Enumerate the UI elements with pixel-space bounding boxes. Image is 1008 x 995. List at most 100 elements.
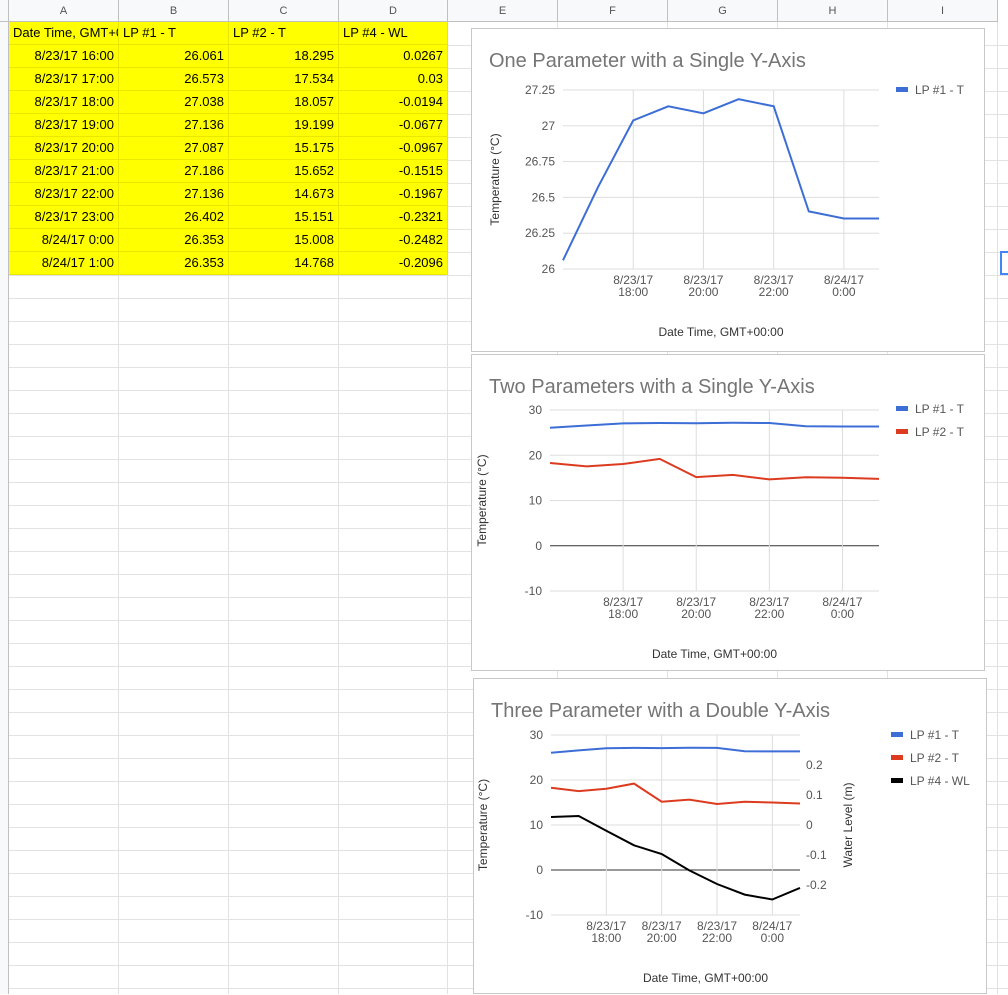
x-tick-label: 18:00 bbox=[608, 607, 638, 621]
table-cell[interactable]: 15.175 bbox=[229, 137, 339, 160]
table-cell[interactable]: -0.0194 bbox=[339, 91, 448, 114]
table-cell[interactable]: -0.1967 bbox=[339, 183, 448, 206]
y-tick-label: 10 bbox=[530, 818, 544, 832]
x-tick-label: 8/24/17 bbox=[824, 273, 864, 287]
table-cell[interactable]: -0.2321 bbox=[339, 206, 448, 229]
table-cell[interactable]: 26.061 bbox=[119, 45, 229, 68]
column-header-D[interactable]: D bbox=[339, 0, 448, 22]
series-line-1[interactable] bbox=[549, 421, 879, 429]
header-cell[interactable]: LP #4 - WL bbox=[339, 22, 448, 45]
column-header-F[interactable]: F bbox=[558, 0, 668, 22]
column-header-A[interactable]: A bbox=[9, 0, 119, 22]
series-line-2[interactable] bbox=[549, 457, 880, 481]
table-cell[interactable]: 26.353 bbox=[119, 252, 229, 275]
y-axis-label: Temperature (°C) bbox=[475, 454, 489, 546]
series-line-2[interactable] bbox=[550, 782, 801, 806]
chart-title: Two Parameters with a Single Y-Axis bbox=[489, 376, 815, 398]
x-tick-label: 8/24/17 bbox=[822, 595, 862, 609]
table-cell[interactable]: 27.136 bbox=[119, 183, 229, 206]
x-tick-label: 18:00 bbox=[618, 285, 648, 299]
x-tick-label: 8/24/17 bbox=[752, 919, 792, 933]
x-tick-label: 20:00 bbox=[681, 607, 711, 621]
table-cell[interactable]: 18.295 bbox=[229, 45, 339, 68]
table-cell[interactable]: 8/23/17 17:00 bbox=[9, 68, 119, 91]
row-headers[interactable] bbox=[0, 22, 9, 994]
legend-label[interactable]: LP #1 - T bbox=[915, 402, 965, 416]
series-line-1[interactable] bbox=[550, 746, 800, 754]
table-cell[interactable]: 0.0267 bbox=[339, 45, 448, 68]
chart-svg: Two Parameters with a Single Y-Axis -10 0 1… bbox=[475, 376, 965, 661]
column-header-H[interactable]: H bbox=[778, 0, 888, 22]
table-cell[interactable]: 27.038 bbox=[119, 91, 229, 114]
legend-swatch bbox=[891, 755, 903, 760]
table-cell[interactable]: 15.652 bbox=[229, 160, 339, 183]
corner-header[interactable] bbox=[0, 0, 9, 22]
y-tick-label: 0 bbox=[536, 863, 543, 877]
chart-1[interactable]: One Parameter with a Single Y-Axis 26 26.2… bbox=[471, 28, 985, 352]
table-cell[interactable]: 15.151 bbox=[229, 206, 339, 229]
table-cell[interactable]: 8/23/17 19:00 bbox=[9, 114, 119, 137]
column-header-B[interactable]: B bbox=[119, 0, 229, 22]
table-cell[interactable]: 26.353 bbox=[119, 229, 229, 252]
table-cell[interactable]: 19.199 bbox=[229, 114, 339, 137]
y-right-tick-label: 0 bbox=[806, 818, 813, 832]
table-cell[interactable]: 8/23/17 18:00 bbox=[9, 91, 119, 114]
y-tick-label: 26.5 bbox=[532, 190, 556, 204]
series-line-1[interactable] bbox=[562, 98, 879, 261]
table-cell[interactable]: 14.768 bbox=[229, 252, 339, 275]
table-cell[interactable]: 8/23/17 16:00 bbox=[9, 45, 119, 68]
table-cell[interactable]: 15.008 bbox=[229, 229, 339, 252]
y-tick-label: 27.25 bbox=[525, 83, 555, 97]
legend-label[interactable]: LP #1 - T bbox=[910, 728, 960, 742]
header-cell[interactable]: LP #2 - T bbox=[229, 22, 339, 45]
x-tick-label: 20:00 bbox=[688, 285, 718, 299]
legend-label[interactable]: LP #2 - T bbox=[915, 425, 965, 439]
column-header-C[interactable]: C bbox=[229, 0, 339, 22]
table-cell[interactable]: 26.573 bbox=[119, 68, 229, 91]
y-right-tick-label: -0.2 bbox=[806, 878, 827, 892]
x-tick-label: 0:00 bbox=[761, 931, 785, 945]
legend-label[interactable]: LP #4 - WL bbox=[910, 774, 970, 788]
column-header-E[interactable]: E bbox=[448, 0, 558, 22]
table-cell[interactable]: 26.402 bbox=[119, 206, 229, 229]
column-header-G[interactable]: G bbox=[668, 0, 778, 22]
chart-2[interactable]: Two Parameters with a Single Y-Axis -10 0 1… bbox=[471, 354, 985, 671]
header-cell[interactable]: LP #1 - T bbox=[119, 22, 229, 45]
table-cell[interactable]: -0.1515 bbox=[339, 160, 448, 183]
series-line-3[interactable] bbox=[550, 814, 801, 901]
table-cell[interactable]: 8/23/17 23:00 bbox=[9, 206, 119, 229]
legend-label[interactable]: LP #2 - T bbox=[910, 751, 960, 765]
y-tick-label: 26.75 bbox=[525, 155, 555, 169]
table-cell[interactable]: 8/24/17 0:00 bbox=[9, 229, 119, 252]
y-tick-label: -10 bbox=[525, 584, 543, 598]
x-tick-label: 20:00 bbox=[647, 931, 677, 945]
table-cell[interactable]: 8/24/17 1:00 bbox=[9, 252, 119, 275]
table-cell[interactable]: 17.534 bbox=[229, 68, 339, 91]
y-tick-label: 0 bbox=[535, 539, 542, 553]
y-tick-label: 20 bbox=[529, 448, 543, 462]
chart-3[interactable]: Three Parameter with a Double Y-Axis -10 0… bbox=[473, 678, 987, 994]
table-cell[interactable]: 27.136 bbox=[119, 114, 229, 137]
table-cell[interactable]: 27.186 bbox=[119, 160, 229, 183]
table-cell[interactable]: 8/23/17 22:00 bbox=[9, 183, 119, 206]
column-header-I[interactable]: I bbox=[888, 0, 998, 22]
table-cell[interactable]: 8/23/17 20:00 bbox=[9, 137, 119, 160]
x-tick-label: 8/23/17 bbox=[586, 919, 626, 933]
selected-cell[interactable] bbox=[1000, 251, 1008, 275]
table-cell[interactable]: -0.2482 bbox=[339, 229, 448, 252]
legend-swatch bbox=[896, 429, 908, 434]
table-cell[interactable]: -0.0677 bbox=[339, 114, 448, 137]
chart-title: Three Parameter with a Double Y-Axis bbox=[491, 700, 830, 722]
x-tick-label: 8/23/17 bbox=[603, 595, 643, 609]
legend-label[interactable]: LP #1 - T bbox=[915, 83, 965, 97]
x-tick-label: 22:00 bbox=[702, 931, 732, 945]
table-cell[interactable]: 0.03 bbox=[339, 68, 448, 91]
table-cell[interactable]: 14.673 bbox=[229, 183, 339, 206]
table-cell[interactable]: 27.087 bbox=[119, 137, 229, 160]
table-cell[interactable]: 8/23/17 21:00 bbox=[9, 160, 119, 183]
table-cell[interactable]: 18.057 bbox=[229, 91, 339, 114]
grid-line bbox=[447, 22, 448, 994]
header-cell[interactable]: Date Time, GMT+00:00 bbox=[9, 22, 119, 45]
table-cell[interactable]: -0.0967 bbox=[339, 137, 448, 160]
table-cell[interactable]: -0.2096 bbox=[339, 252, 448, 275]
